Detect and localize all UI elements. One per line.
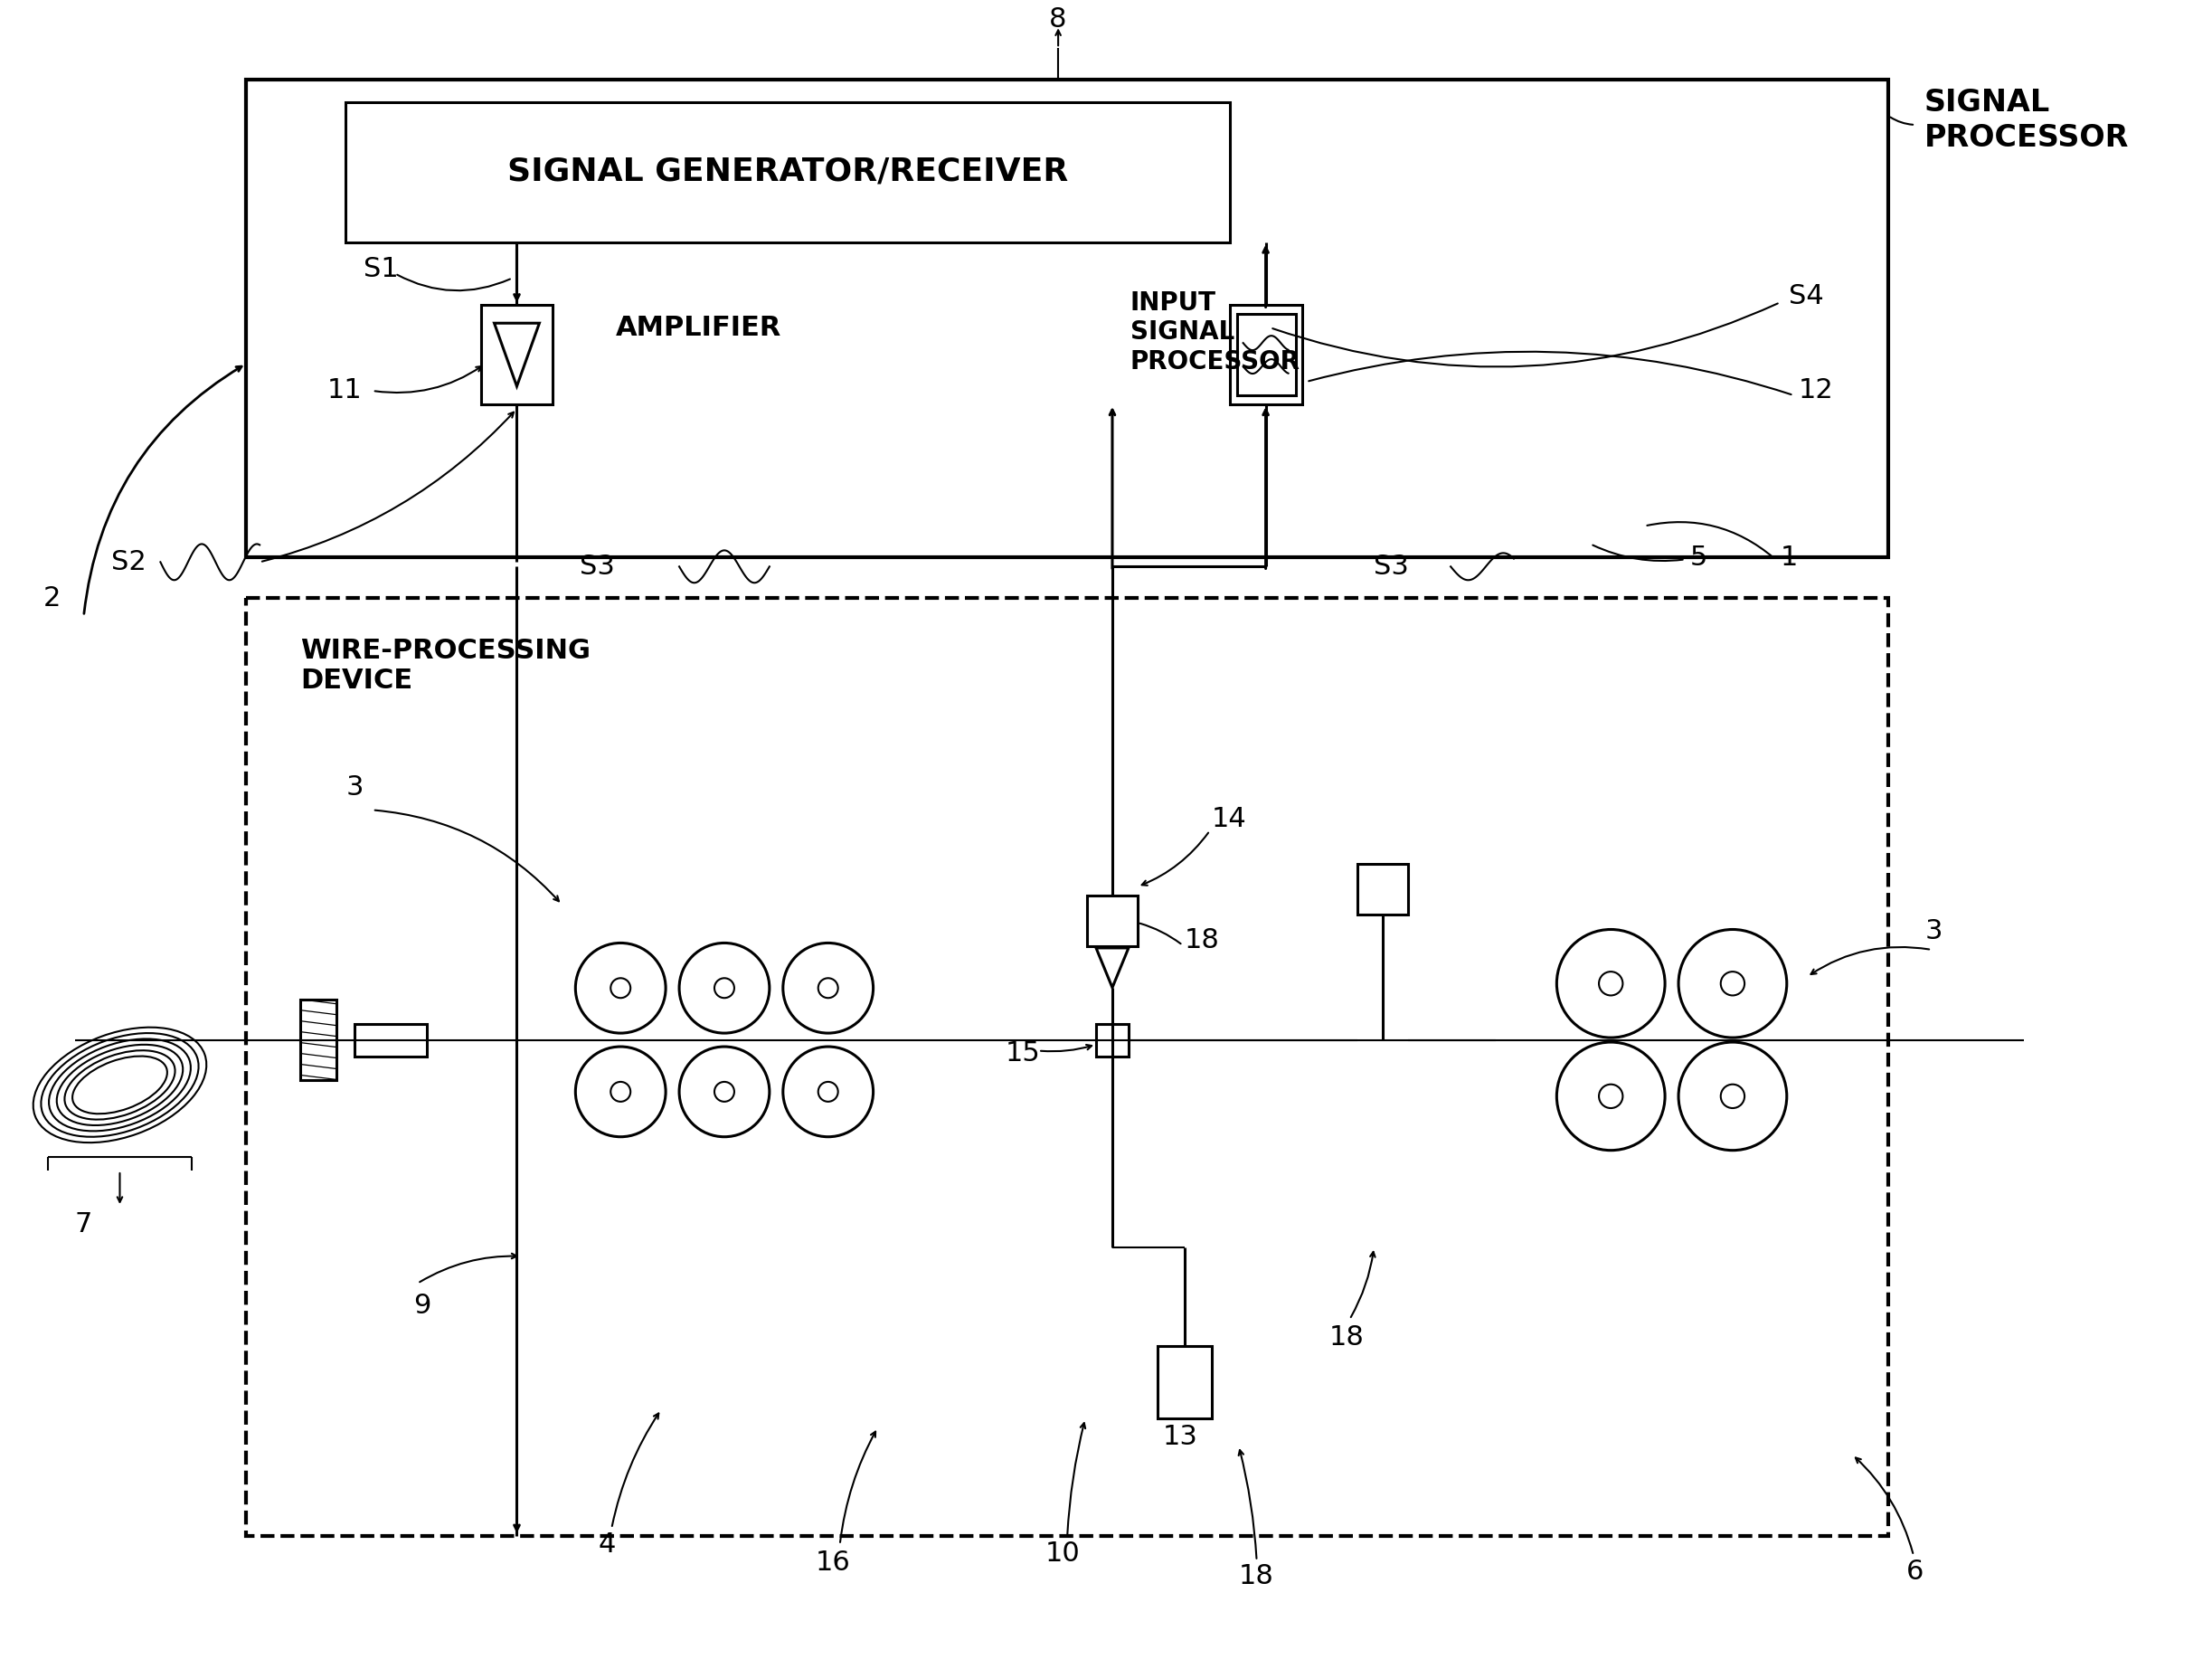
Text: 6: 6 <box>1907 1559 1924 1586</box>
Text: 1: 1 <box>1781 544 1798 571</box>
Text: 7: 7 <box>75 1212 93 1238</box>
Text: 3: 3 <box>345 774 363 800</box>
Bar <box>480 305 553 404</box>
Bar <box>246 81 1889 557</box>
Text: 18: 18 <box>1239 1564 1274 1589</box>
Text: S2: S2 <box>111 549 146 576</box>
Bar <box>345 102 1230 242</box>
Text: 11: 11 <box>327 378 363 404</box>
Text: 8: 8 <box>1048 7 1066 32</box>
Text: S3: S3 <box>580 554 615 579</box>
Text: 4: 4 <box>597 1532 615 1557</box>
Text: WIRE-PROCESSING
DEVICE: WIRE-PROCESSING DEVICE <box>301 638 591 695</box>
Text: 2: 2 <box>44 586 62 611</box>
Text: AMPLIFIER: AMPLIFIER <box>617 314 781 341</box>
Text: SIGNAL
PROCESSOR: SIGNAL PROCESSOR <box>1924 87 2130 153</box>
Bar <box>1097 1024 1128 1055</box>
Bar <box>1237 314 1296 396</box>
Text: 12: 12 <box>1798 378 1834 404</box>
Text: 18: 18 <box>1183 928 1219 953</box>
Bar <box>354 1024 427 1055</box>
Text: 10: 10 <box>1044 1540 1079 1567</box>
Text: 18: 18 <box>1329 1324 1365 1351</box>
Text: INPUT
SIGNAL
PROCESSOR: INPUT SIGNAL PROCESSOR <box>1130 290 1301 374</box>
Text: 16: 16 <box>814 1550 849 1576</box>
Bar <box>301 1000 336 1081</box>
Bar <box>1230 305 1303 404</box>
Bar <box>1157 1346 1212 1418</box>
Bar <box>246 597 1889 1535</box>
Text: 15: 15 <box>1004 1040 1040 1067</box>
Text: S3: S3 <box>1374 554 1409 579</box>
Text: 9: 9 <box>414 1292 431 1319</box>
Text: 5: 5 <box>1690 544 1708 571</box>
Text: 14: 14 <box>1212 805 1248 832</box>
Bar <box>1358 864 1409 915</box>
Text: SIGNAL GENERATOR/RECEIVER: SIGNAL GENERATOR/RECEIVER <box>507 156 1068 186</box>
Text: S1: S1 <box>363 257 398 282</box>
Text: S4: S4 <box>1790 284 1825 309</box>
Text: 13: 13 <box>1164 1423 1197 1450</box>
Text: 3: 3 <box>1924 918 1942 945</box>
Bar <box>1086 896 1137 946</box>
